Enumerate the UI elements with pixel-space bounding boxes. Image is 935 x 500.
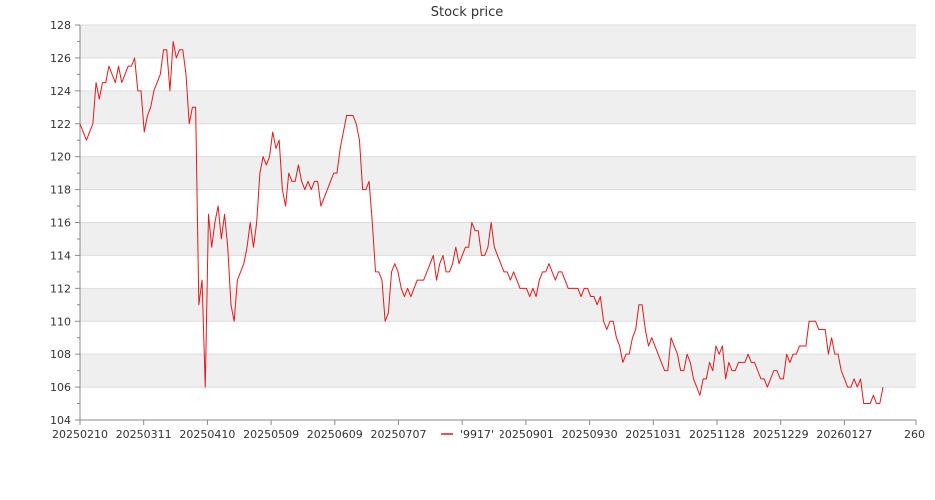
legend-background xyxy=(433,425,500,441)
background-band xyxy=(80,156,916,190)
x-tick-label: 20250609 xyxy=(307,428,363,441)
y-tick-label: 110 xyxy=(50,315,71,328)
background-band xyxy=(80,90,916,124)
x-tick-label: 20250210 xyxy=(52,428,108,441)
x-tick-label: 20260127 xyxy=(816,428,872,441)
legend[interactable]: '9917' xyxy=(433,425,500,441)
gridlines xyxy=(80,24,916,421)
y-tick-label: 120 xyxy=(50,151,71,164)
y-tick-label: 114 xyxy=(50,249,71,262)
x-tick-label: 20251128 xyxy=(689,428,745,441)
x-tick-label: 20250901 xyxy=(498,428,554,441)
x-tick-label: 20250410 xyxy=(179,428,235,441)
y-axis-ticks: 104 106 108 110 112 114 116 118 120 122 124 126 128 xyxy=(50,19,80,427)
y-tick-label: 112 xyxy=(50,282,71,295)
x-tick-label: 20251229 xyxy=(753,428,809,441)
y-tick-label: 122 xyxy=(50,118,71,131)
y-tick-label: 104 xyxy=(50,414,71,427)
background-band xyxy=(80,25,916,58)
y-tick-label: 128 xyxy=(50,19,71,32)
y-tick-label: 118 xyxy=(50,184,71,197)
background-band xyxy=(80,288,916,322)
legend-label-9917: '9917' xyxy=(460,428,494,441)
x-tick-label: 20251031 xyxy=(625,428,681,441)
series-layer xyxy=(79,40,884,405)
y-tick-label: 106 xyxy=(50,381,71,394)
background-band xyxy=(80,222,916,256)
y-tick-label: 116 xyxy=(50,217,71,230)
x-tick-label: 260 xyxy=(904,428,925,441)
y-tick-label: 126 xyxy=(50,52,71,65)
x-tick-label: 20250509 xyxy=(243,428,299,441)
y-tick-label: 108 xyxy=(50,348,71,361)
chart-title: Stock price xyxy=(431,5,503,20)
y-tick-label: 124 xyxy=(50,85,71,98)
background-bands xyxy=(80,25,916,388)
x-tick-label: 20250311 xyxy=(116,428,172,441)
x-tick-label: 20250707 xyxy=(371,428,427,441)
x-tick-label: 20250930 xyxy=(562,428,618,441)
series-line-9917 xyxy=(79,40,884,405)
